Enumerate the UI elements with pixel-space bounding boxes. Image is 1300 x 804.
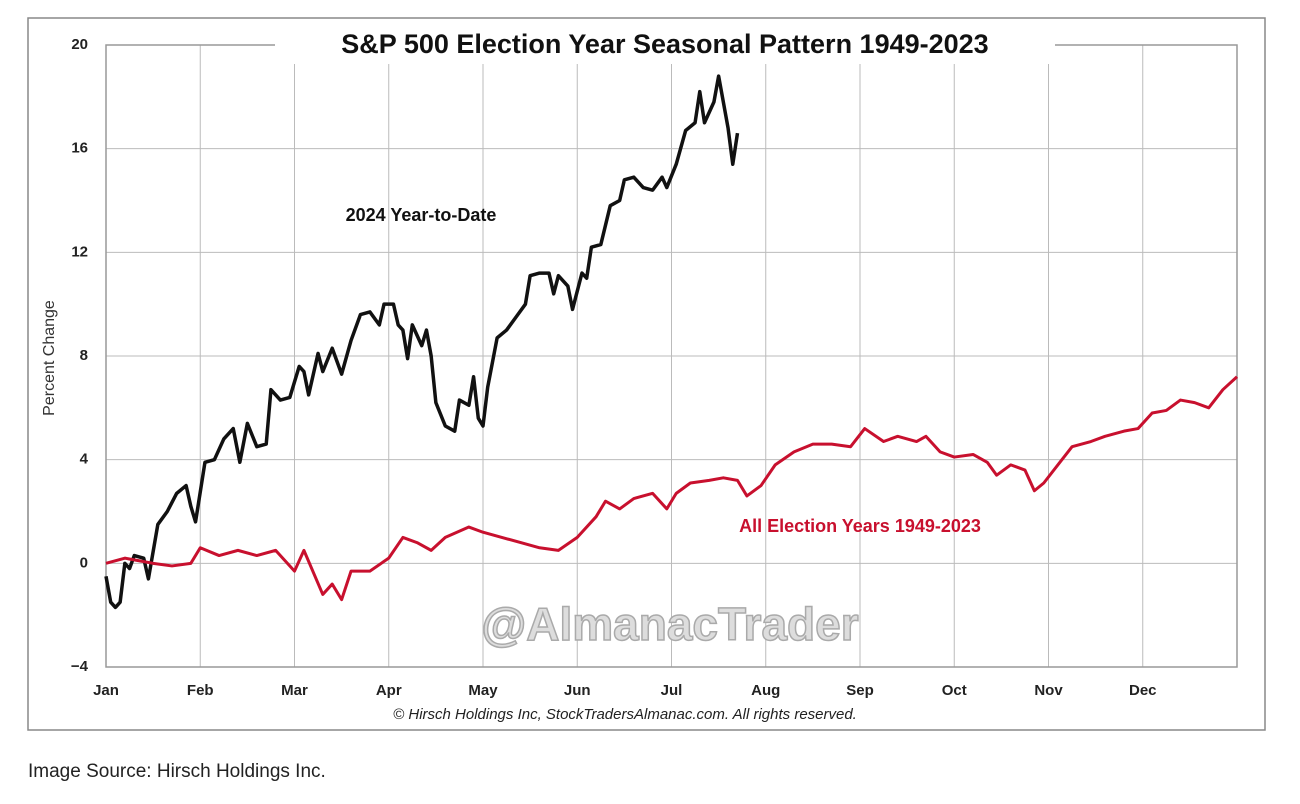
caption: Image Source: Hirsch Holdings Inc. xyxy=(28,761,326,782)
x-tick-label: May xyxy=(468,682,498,699)
x-tick-label: Mar xyxy=(281,682,308,699)
y-axis-label: Percent Change xyxy=(41,300,58,416)
y-tick-label: 16 xyxy=(71,140,88,157)
y-tick-label: 4 xyxy=(80,451,89,468)
chart-title: S&P 500 Election Year Seasonal Pattern 1… xyxy=(341,29,988,59)
x-tick-label: Jun xyxy=(564,682,591,699)
chart-frame xyxy=(27,17,1266,731)
x-tick-label: Nov xyxy=(1034,682,1063,699)
y-tick-label: 0 xyxy=(80,554,88,571)
series-line xyxy=(104,74,740,610)
x-tick-label: Feb xyxy=(187,682,214,699)
y-tick-label: −4 xyxy=(71,658,89,675)
title-bg xyxy=(275,28,1055,64)
credit: © Hirsch Holdings Inc, StockTradersAlman… xyxy=(393,706,857,723)
x-tick-label: Aug xyxy=(751,682,780,699)
series-line xyxy=(105,375,1239,602)
x-tick-label: Jul xyxy=(661,682,683,699)
x-tick-label: Dec xyxy=(1129,682,1157,699)
y-tick-label: 20 xyxy=(71,36,88,53)
x-tick-label: Jan xyxy=(93,682,119,699)
series-label: 2024 Year-to-Date xyxy=(346,205,497,225)
y-tick-label: 8 xyxy=(80,347,88,364)
watermark: @AlmanacTrader xyxy=(481,598,858,650)
x-tick-label: Sep xyxy=(846,682,874,699)
y-tick-label: 12 xyxy=(71,243,88,260)
series-label: All Election Years 1949-2023 xyxy=(739,516,981,536)
x-tick-label: Apr xyxy=(376,682,402,699)
x-tick-label: Oct xyxy=(942,682,967,699)
